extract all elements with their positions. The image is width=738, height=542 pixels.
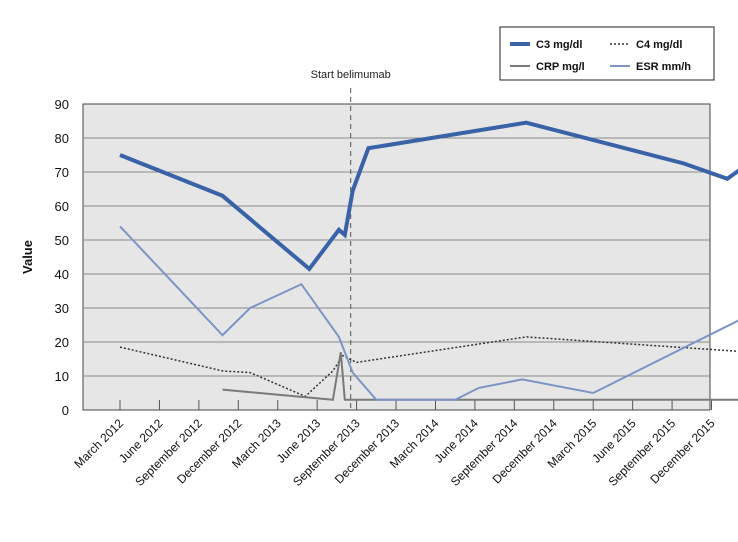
- y-tick-label: 80: [55, 131, 69, 146]
- y-tick-label: 40: [55, 267, 69, 282]
- x-tick-label: September 2013: [290, 416, 363, 489]
- y-tick-label: 0: [62, 403, 69, 418]
- legend-label: C4 mg/dl: [636, 39, 682, 51]
- y-tick-label: 10: [55, 369, 69, 384]
- legend: C3 mg/dl C4 mg/dl CRP mg/l ESR mm/h: [500, 27, 714, 80]
- x-tick-label: September 2014: [448, 416, 521, 489]
- y-tick-label: 20: [55, 335, 69, 350]
- legend-label: CRP mg/l: [536, 61, 585, 73]
- y-tick-label: 50: [55, 233, 69, 248]
- y-tick-label: 30: [55, 301, 69, 316]
- x-tick-label: September 2015: [606, 416, 679, 489]
- annotation-label: Start belimumab: [311, 69, 391, 81]
- plot-area: [83, 104, 710, 410]
- legend-label: ESR mm/h: [636, 61, 691, 73]
- y-tick-label: 70: [55, 165, 69, 180]
- legend-label: C3 mg/dl: [536, 39, 582, 51]
- y-tick-label: 60: [55, 199, 69, 214]
- x-tick-label: September 2012: [132, 416, 205, 489]
- y-axis-label: Value: [20, 240, 35, 274]
- x-tick-label: March 2012: [71, 416, 126, 471]
- y-tick-label: 90: [55, 97, 69, 112]
- y-axis-ticks: 0 10 20 30 40 50 60 70 80 90: [55, 97, 69, 418]
